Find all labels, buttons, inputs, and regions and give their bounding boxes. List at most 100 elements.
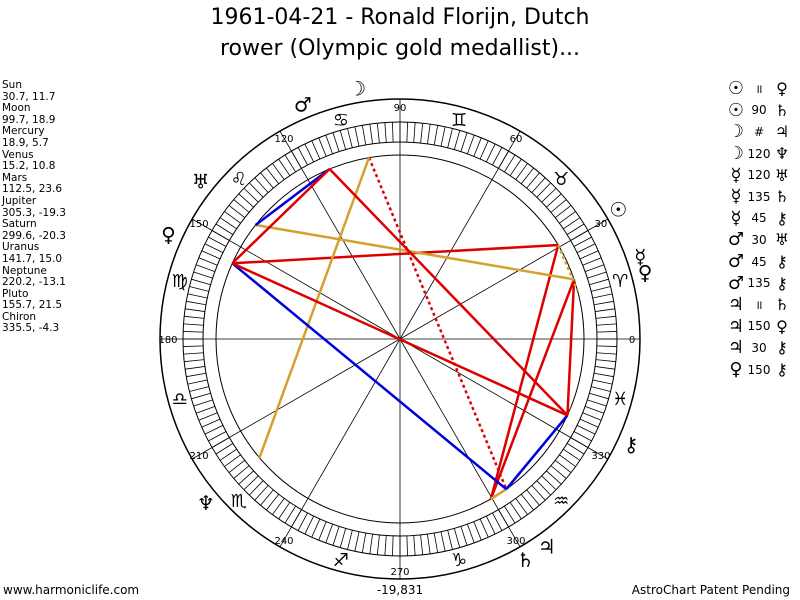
degree-label: 120 bbox=[274, 134, 293, 145]
planet-value-saturn: 299.6, -20.3 bbox=[2, 229, 66, 242]
zodiac-sign-icon: ♉ bbox=[553, 169, 569, 190]
degree-tick bbox=[183, 323, 204, 326]
degree-tick bbox=[492, 512, 503, 531]
degree-tick bbox=[582, 412, 602, 421]
zodiac-sign-icon: ♎ bbox=[172, 389, 188, 410]
planet-name-sun: Sun bbox=[2, 79, 22, 91]
aspect-row: ☉ 90 ♄ bbox=[726, 100, 792, 122]
planet-name-mercury: Mercury bbox=[2, 125, 45, 138]
degree-tick bbox=[392, 535, 394, 556]
degree-tick bbox=[473, 521, 482, 541]
degree-tick bbox=[219, 448, 237, 461]
planet-uranus-icon: ♅ bbox=[192, 170, 210, 194]
degree-tick bbox=[485, 515, 496, 535]
aspect-type: 30 bbox=[751, 232, 767, 247]
degree-tick bbox=[504, 505, 516, 524]
aspect-glyph-icon: ♀ bbox=[776, 316, 788, 336]
division-line bbox=[191, 218, 401, 340]
aspect-glyph-icon: ☽ bbox=[727, 121, 745, 143]
degree-tick bbox=[347, 128, 353, 148]
degree-tick bbox=[413, 535, 416, 556]
degree-tick bbox=[433, 532, 439, 553]
degree-tick bbox=[584, 264, 605, 272]
aspect-glyph-icon: ♂ bbox=[727, 251, 745, 273]
degree-tick bbox=[369, 534, 373, 554]
aspect-glyph-icon: ⚷ bbox=[776, 360, 788, 380]
degree-label: 300 bbox=[506, 536, 525, 547]
aspect-glyph-icon: ♃ bbox=[727, 315, 745, 337]
degree-tick bbox=[566, 223, 585, 235]
aspect-glyph-icon: ♃ bbox=[727, 337, 745, 359]
aspect-glyph-icon: ♆ bbox=[774, 144, 790, 164]
degree-tick bbox=[187, 379, 208, 385]
degree-tick bbox=[520, 493, 534, 511]
aspect-line bbox=[258, 157, 371, 459]
degree-tick bbox=[201, 418, 221, 428]
aspect-glyph-icon: ☿ bbox=[730, 164, 742, 186]
degree-tick bbox=[376, 123, 380, 144]
website-link[interactable]: www.harmoniclife.com bbox=[3, 583, 140, 597]
degree-tick bbox=[587, 399, 607, 407]
aspect-glyph-icon: ☿ bbox=[730, 207, 742, 229]
aspect-type: 45 bbox=[751, 211, 767, 226]
degree-tick bbox=[536, 480, 552, 496]
degree-tick bbox=[384, 122, 387, 143]
degree-tick bbox=[354, 126, 360, 147]
aspect-glyph-icon: ♅ bbox=[774, 165, 790, 185]
planet-mars-icon: ♂ bbox=[294, 92, 312, 116]
degree-tick bbox=[339, 130, 347, 150]
aspect-line bbox=[255, 223, 575, 281]
degree-tick bbox=[191, 392, 211, 400]
degree-tick bbox=[593, 300, 614, 306]
degree-tick bbox=[554, 459, 572, 473]
planet-value-mars: 112.5, 23.6 bbox=[2, 183, 63, 196]
aspect-type: 90 bbox=[751, 103, 767, 118]
degree-tick bbox=[554, 205, 572, 219]
division-line bbox=[399, 218, 609, 340]
degree-tick bbox=[541, 187, 557, 203]
division-line bbox=[399, 338, 521, 548]
planet-value-moon: 99.7, 18.9 bbox=[2, 113, 56, 126]
zodiac-sign-icon: ♊ bbox=[451, 110, 467, 131]
degree-tick bbox=[208, 431, 227, 442]
degree-tick bbox=[440, 126, 446, 147]
zodiac-sign-icon: ♈ bbox=[612, 271, 628, 292]
degree-tick bbox=[546, 470, 562, 485]
degree-tick bbox=[332, 132, 340, 152]
aspect-line bbox=[254, 168, 331, 226]
degree-label: 60 bbox=[510, 134, 523, 145]
degree-tick bbox=[593, 372, 614, 378]
degree-tick bbox=[238, 193, 254, 208]
zodiac-sign-icon: ♑ bbox=[451, 550, 467, 571]
aspect-type: 150 bbox=[747, 362, 771, 377]
aspect-type: 45 bbox=[751, 254, 767, 269]
degree-tick bbox=[311, 518, 321, 538]
degree-tick bbox=[260, 489, 274, 506]
degree-label: 330 bbox=[591, 451, 610, 462]
degree-tick bbox=[224, 454, 241, 467]
planet-pluto-icon: ♀ bbox=[161, 222, 176, 246]
planet-name-moon: Moon bbox=[2, 102, 31, 115]
degree-tick bbox=[453, 528, 461, 548]
aspect-row: ☿ 120 ♅ bbox=[726, 164, 792, 186]
degree-tick bbox=[195, 264, 216, 272]
degree-tick bbox=[185, 366, 205, 370]
degree-tick bbox=[573, 431, 592, 442]
degree-label: 210 bbox=[190, 451, 209, 462]
degree-tick bbox=[582, 257, 602, 266]
degree-tick bbox=[266, 493, 280, 511]
aspect-row: ☿ 135 ♄ bbox=[726, 186, 792, 208]
degree-tick bbox=[563, 448, 581, 461]
degree-label: 30 bbox=[595, 219, 608, 230]
degree-tick bbox=[297, 147, 308, 166]
division-line bbox=[191, 338, 401, 460]
degree-tick bbox=[460, 526, 468, 546]
aspect-line bbox=[328, 168, 569, 417]
degree-tick bbox=[392, 122, 394, 143]
aspect-glyph-icon: ⚷ bbox=[776, 252, 788, 272]
aspect-type: ॥ bbox=[755, 82, 763, 97]
degree-tick bbox=[193, 271, 213, 279]
degree-tick bbox=[566, 443, 585, 455]
aspect-glyph-icon: ♃ bbox=[727, 294, 745, 316]
degree-tick bbox=[587, 271, 607, 279]
